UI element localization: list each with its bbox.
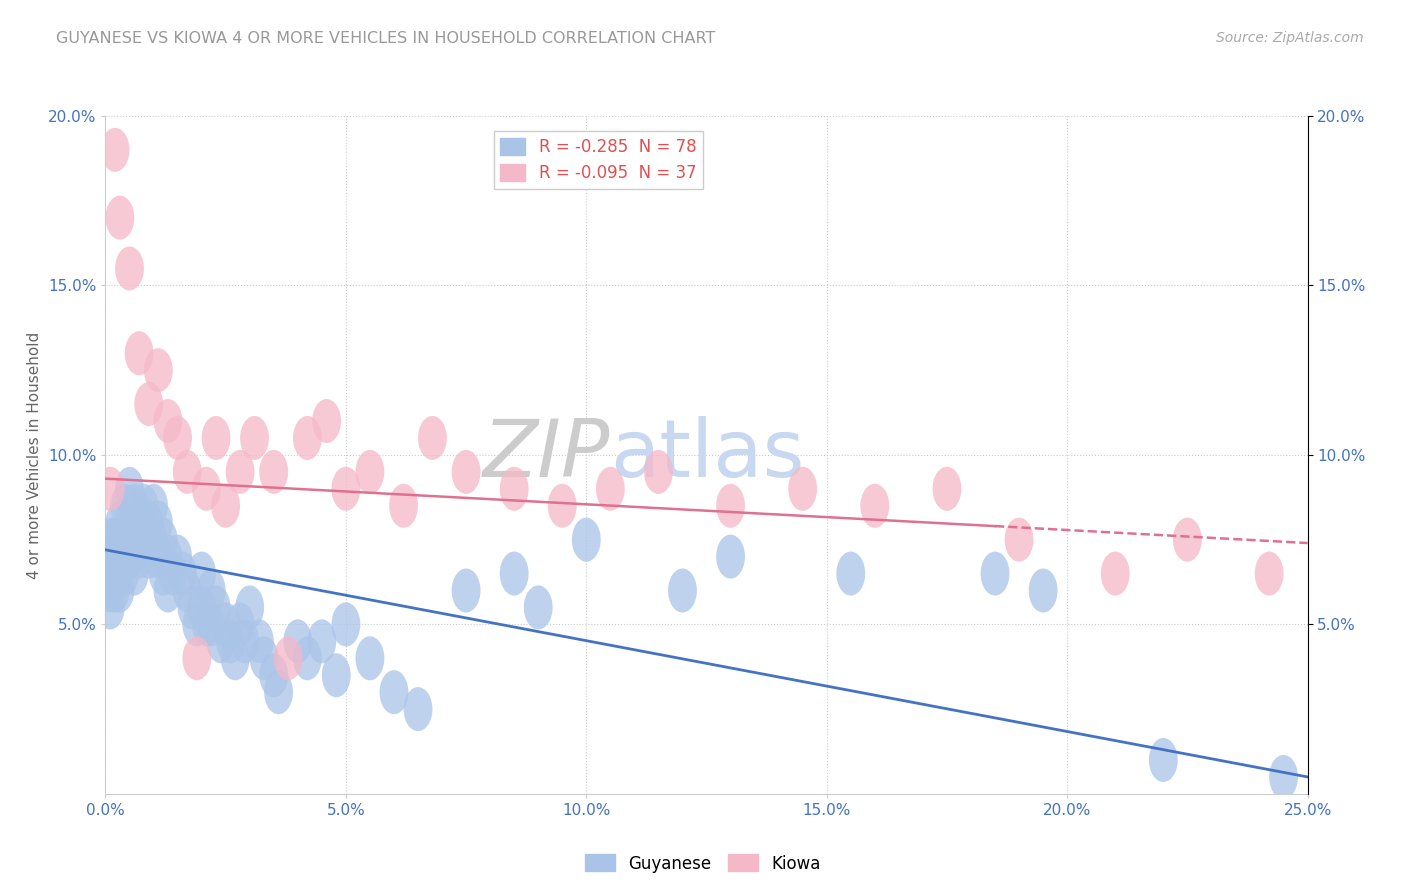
Y-axis label: 4 or more Vehicles in Household: 4 or more Vehicles in Household bbox=[28, 331, 42, 579]
Legend: R = -0.285  N = 78, R = -0.095  N = 37: R = -0.285 N = 78, R = -0.095 N = 37 bbox=[494, 131, 703, 189]
Text: ZIP: ZIP bbox=[484, 416, 610, 494]
Legend: Guyanese, Kiowa: Guyanese, Kiowa bbox=[578, 847, 828, 880]
Text: Source: ZipAtlas.com: Source: ZipAtlas.com bbox=[1216, 31, 1364, 45]
Text: atlas: atlas bbox=[610, 416, 804, 494]
Text: GUYANESE VS KIOWA 4 OR MORE VEHICLES IN HOUSEHOLD CORRELATION CHART: GUYANESE VS KIOWA 4 OR MORE VEHICLES IN … bbox=[56, 31, 716, 46]
